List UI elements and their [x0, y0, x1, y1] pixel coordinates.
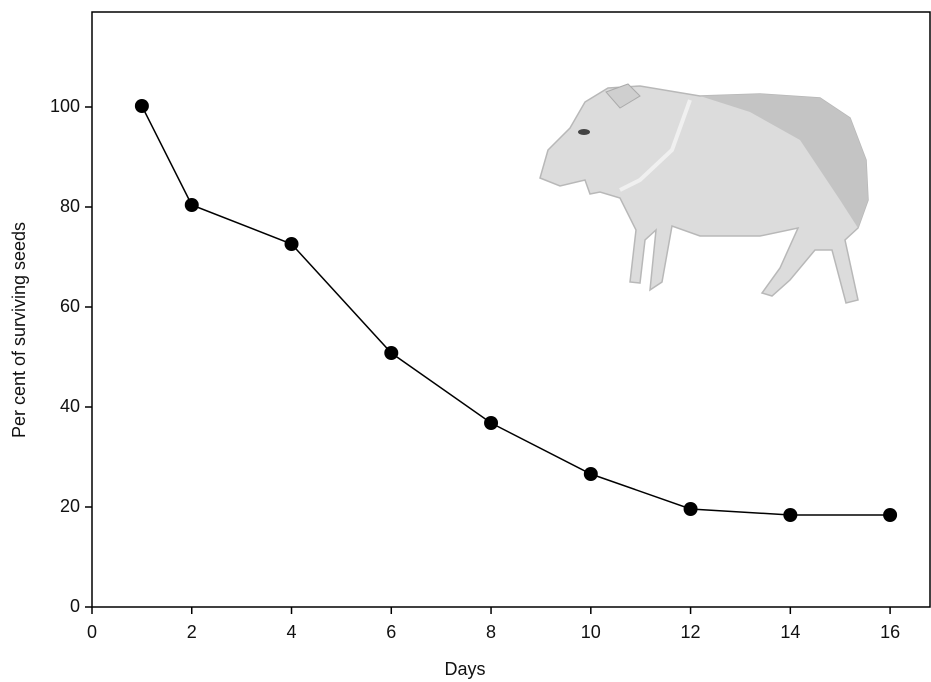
x-tick-label: 16: [880, 622, 900, 642]
data-point: [783, 508, 798, 522]
peccary-ear: [605, 83, 641, 109]
y-axis-title: Per cent of surviving seeds: [9, 222, 29, 438]
x-axis-title: Days: [444, 659, 485, 679]
x-tick-label: 4: [287, 622, 297, 642]
data-point: [883, 508, 898, 522]
plot-frame: [91, 11, 931, 608]
data-point: [484, 416, 499, 430]
data-point: [184, 198, 199, 212]
data-point: [284, 237, 299, 251]
y-tick-label: 100: [50, 96, 80, 116]
y-tick-label: 80: [60, 196, 80, 216]
x-tick-label: 6: [386, 622, 396, 642]
y-tick-label: 20: [60, 496, 80, 516]
peccary-collar: [619, 99, 692, 192]
x-tick-label: 10: [581, 622, 601, 642]
peccary-back: [700, 94, 868, 228]
x-tick-label: 8: [486, 622, 496, 642]
peccary-illustration: [539, 83, 869, 304]
peccary-eye: [578, 129, 590, 135]
x-tick-label: 14: [780, 622, 800, 642]
data-point: [683, 502, 698, 516]
x-tick-label: 0: [87, 622, 97, 642]
data-point: [134, 99, 149, 113]
x-tick-label: 2: [187, 622, 197, 642]
y-tick-label: 0: [70, 596, 80, 616]
data-point: [384, 346, 399, 360]
x-tick-label: 12: [681, 622, 701, 642]
data-point: [583, 467, 598, 481]
y-tick-label: 60: [60, 296, 80, 316]
y-tick-label: 40: [60, 396, 80, 416]
